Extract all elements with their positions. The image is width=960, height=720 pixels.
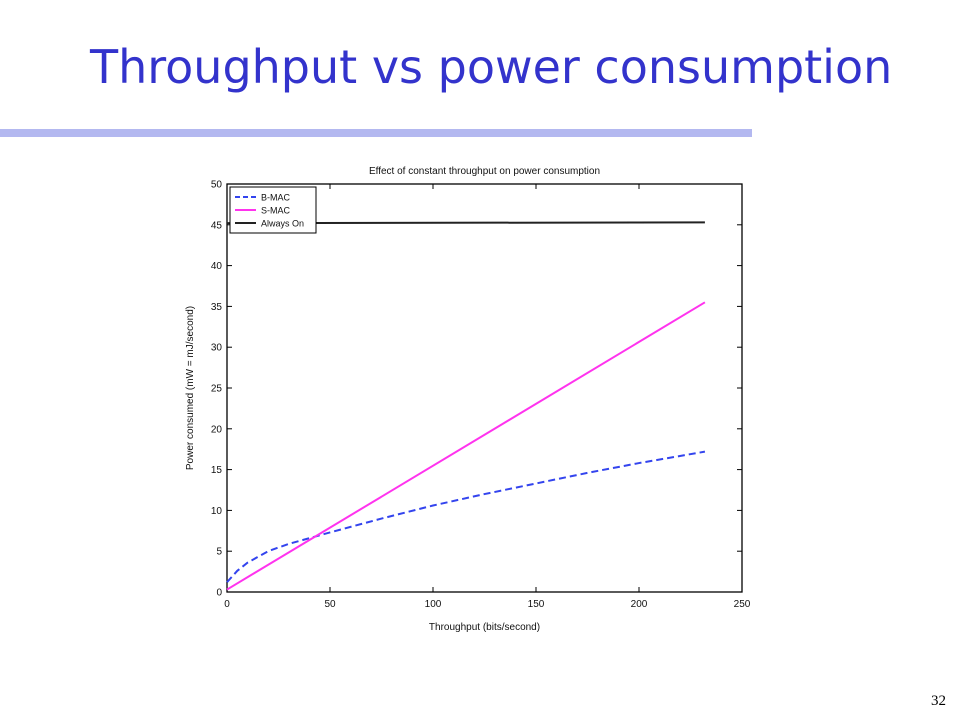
page-number: 32 (931, 693, 946, 709)
y-tick-label: 15 (211, 465, 223, 476)
x-tick-label: 150 (528, 599, 545, 610)
title-underline (0, 129, 752, 137)
series-line-s-mac (226, 301, 706, 591)
series-line-b-mac (226, 450, 706, 583)
legend-label: S-MAC (261, 206, 291, 216)
y-tick-label: 50 (211, 180, 223, 191)
y-tick-label: 5 (216, 547, 222, 558)
y-tick-label: 10 (211, 506, 223, 517)
y-tick-label: 45 (211, 220, 223, 231)
y-tick-label: 35 (211, 302, 223, 313)
legend-label: Always On (261, 219, 304, 229)
slide-title: Throughput vs power consumption (90, 40, 893, 94)
y-tick-label: 30 (211, 343, 223, 354)
y-tick-label: 20 (211, 424, 223, 435)
y-tick-label: 25 (211, 384, 223, 395)
x-axis-label: Throughput (bits/second) (429, 622, 540, 633)
y-axis-label: Power consumed (mW = mJ/second) (185, 306, 196, 470)
y-tick-label: 40 (211, 261, 223, 272)
x-tick-label: 0 (224, 599, 230, 610)
plot-frame (226, 183, 743, 593)
x-tick-label: 50 (324, 599, 336, 610)
plot-area: 0 50 100 150 200 250 0 5 10 15 20 25 30 35 40 45 50 B-MAC… (211, 180, 751, 611)
x-tick-label: 200 (631, 599, 648, 610)
x-tick-label: 100 (425, 599, 442, 610)
y-tick-label: 0 (216, 588, 222, 599)
chart-title: Effect of constant throughput on power c… (369, 166, 600, 177)
x-tick-label: 250 (734, 599, 751, 610)
legend-label: B-MAC (261, 193, 291, 203)
